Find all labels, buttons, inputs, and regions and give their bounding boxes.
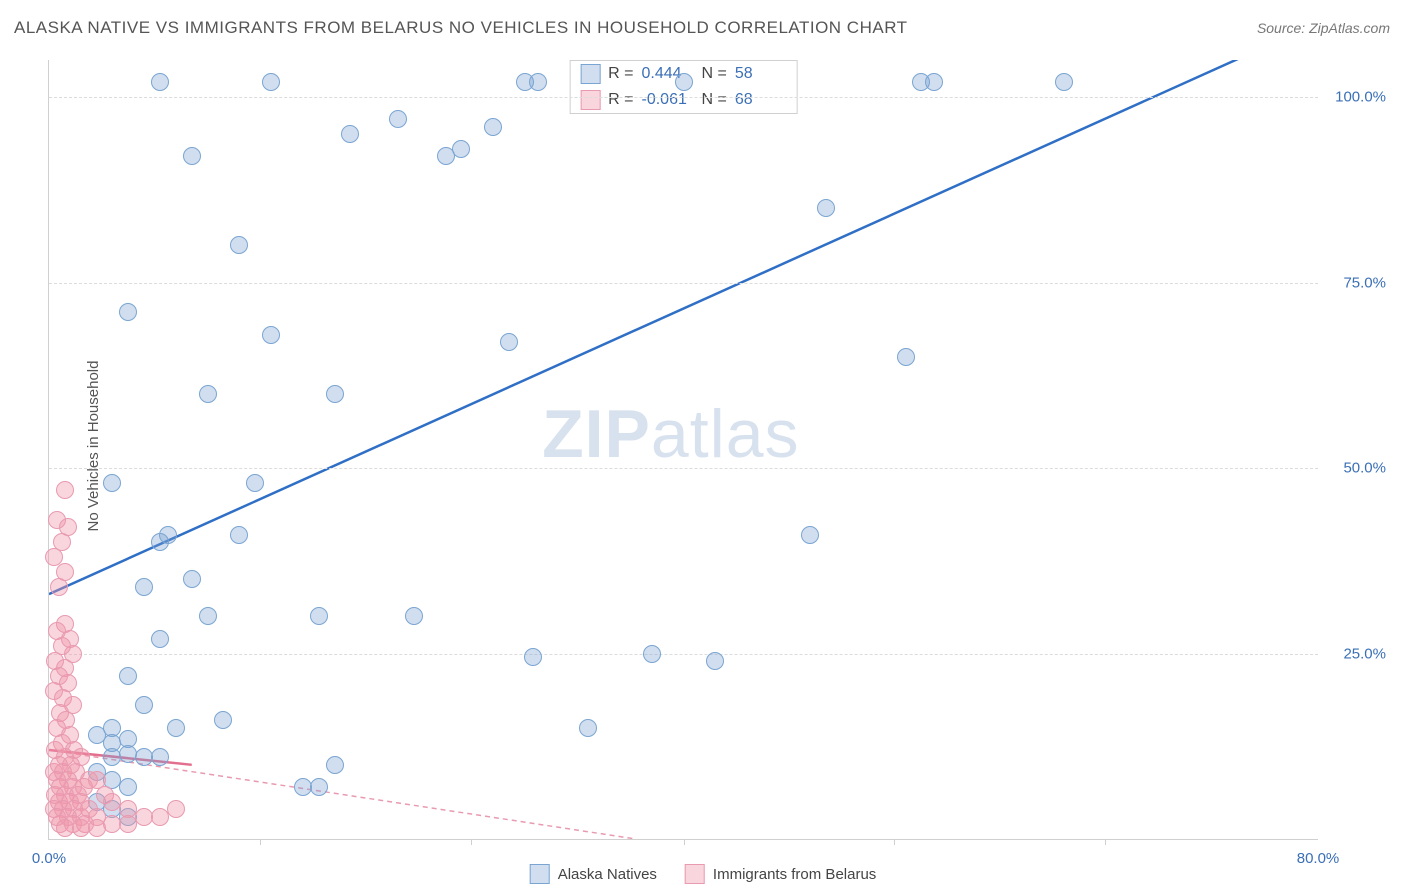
legend-swatch-2 xyxy=(685,864,705,884)
stats-r-label: R = xyxy=(608,65,633,83)
legend-label-2: Immigrants from Belarus xyxy=(713,866,876,883)
scatter-point xyxy=(1055,73,1073,91)
scatter-point xyxy=(135,696,153,714)
source-attribution: Source: ZipAtlas.com xyxy=(1257,20,1390,36)
scatter-point xyxy=(119,778,137,796)
stats-n-label: N = xyxy=(702,91,727,109)
x-tick-label: 80.0% xyxy=(1297,850,1340,867)
scatter-point xyxy=(801,526,819,544)
scatter-point xyxy=(246,474,264,492)
stats-n-label: N = xyxy=(702,65,727,83)
legend-item-1: Alaska Natives xyxy=(530,864,657,884)
scatter-point xyxy=(88,819,106,837)
scatter-point xyxy=(500,333,518,351)
scatter-point xyxy=(183,147,201,165)
stats-r-value-2: -0.061 xyxy=(642,91,694,109)
stats-r-label: R = xyxy=(608,91,633,109)
scatter-point xyxy=(529,73,547,91)
bottom-legend: Alaska Natives Immigrants from Belarus xyxy=(530,864,877,884)
x-tick-mark xyxy=(684,839,685,845)
trend-lines xyxy=(49,60,1318,839)
scatter-point xyxy=(167,800,185,818)
x-tick-mark xyxy=(894,839,895,845)
scatter-point xyxy=(135,578,153,596)
scatter-point xyxy=(897,348,915,366)
watermark: ZIPatlas xyxy=(542,395,799,473)
scatter-point xyxy=(643,645,661,663)
watermark-zip: ZIP xyxy=(542,396,651,472)
scatter-point xyxy=(326,385,344,403)
scatter-point xyxy=(484,118,502,136)
scatter-point xyxy=(159,526,177,544)
scatter-plot: ZIPatlas R = 0.444 N = 58 R = -0.061 N =… xyxy=(48,60,1318,840)
legend-label-1: Alaska Natives xyxy=(558,866,657,883)
gridline xyxy=(49,654,1318,655)
y-tick-label: 50.0% xyxy=(1343,460,1386,477)
scatter-point xyxy=(230,526,248,544)
x-tick-mark xyxy=(471,839,472,845)
scatter-point xyxy=(925,73,943,91)
scatter-point xyxy=(817,199,835,217)
gridline xyxy=(49,283,1318,284)
scatter-point xyxy=(262,73,280,91)
scatter-point xyxy=(103,474,121,492)
scatter-point xyxy=(389,110,407,128)
scatter-point xyxy=(706,652,724,670)
scatter-point xyxy=(50,578,68,596)
scatter-point xyxy=(151,73,169,91)
scatter-point xyxy=(262,326,280,344)
scatter-point xyxy=(579,719,597,737)
scatter-point xyxy=(214,711,232,729)
scatter-point xyxy=(326,756,344,774)
scatter-point xyxy=(151,630,169,648)
scatter-point xyxy=(119,815,137,833)
chart-title: ALASKA NATIVE VS IMMIGRANTS FROM BELARUS… xyxy=(14,18,908,38)
scatter-point xyxy=(230,236,248,254)
scatter-point xyxy=(167,719,185,737)
scatter-point xyxy=(524,648,542,666)
scatter-point xyxy=(151,748,169,766)
legend-swatch-1 xyxy=(530,864,550,884)
y-tick-label: 100.0% xyxy=(1335,89,1386,106)
scatter-point xyxy=(310,607,328,625)
swatch-series-1 xyxy=(580,64,600,84)
swatch-series-2 xyxy=(580,90,600,110)
y-tick-label: 25.0% xyxy=(1343,645,1386,662)
watermark-atlas: atlas xyxy=(651,396,800,472)
x-tick-mark xyxy=(260,839,261,845)
gridline xyxy=(49,97,1318,98)
scatter-point xyxy=(56,481,74,499)
scatter-point xyxy=(199,385,217,403)
legend-item-2: Immigrants from Belarus xyxy=(685,864,876,884)
stats-n-value-1: 58 xyxy=(735,65,787,83)
scatter-point xyxy=(119,303,137,321)
scatter-point xyxy=(405,607,423,625)
gridline xyxy=(49,468,1318,469)
scatter-point xyxy=(452,140,470,158)
x-tick-label: 0.0% xyxy=(32,850,66,867)
scatter-point xyxy=(675,73,693,91)
scatter-point xyxy=(119,667,137,685)
scatter-point xyxy=(183,570,201,588)
scatter-point xyxy=(199,607,217,625)
scatter-point xyxy=(310,778,328,796)
y-tick-label: 75.0% xyxy=(1343,274,1386,291)
stats-n-value-2: 68 xyxy=(735,91,787,109)
scatter-point xyxy=(341,125,359,143)
x-tick-mark xyxy=(1105,839,1106,845)
